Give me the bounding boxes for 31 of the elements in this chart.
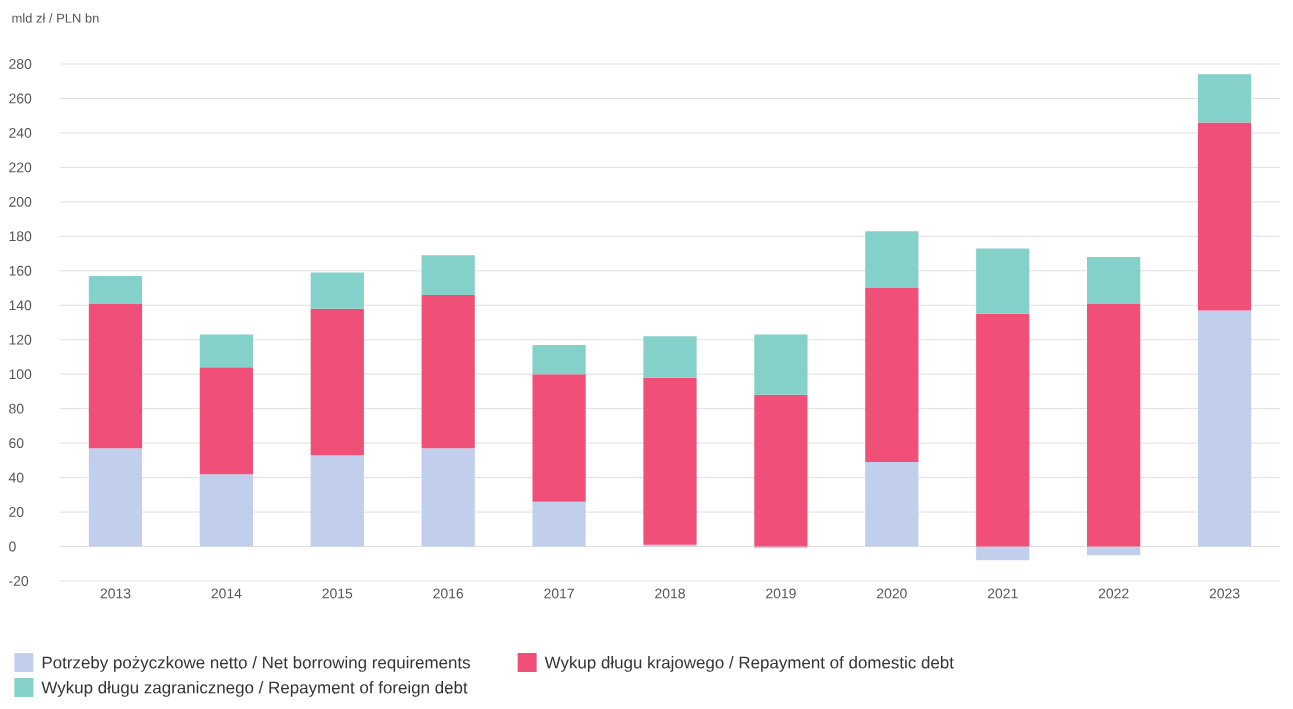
y-tick-label: 40 <box>8 472 24 483</box>
x-tick-label: 2020 <box>877 588 907 599</box>
y-tick-label: 0 <box>9 541 16 552</box>
x-tick-label: 2022 <box>1098 588 1129 599</box>
y-tick-label: -20 <box>9 576 29 586</box>
y-tick-label: 120 <box>9 334 32 345</box>
x-tick-label: 2018 <box>655 588 685 599</box>
y-axis-title: mld zł / PLN bn <box>12 13 99 23</box>
x-tick-label: 2019 <box>766 588 796 599</box>
y-tick-label: 220 <box>9 162 32 173</box>
y-tick-label: 180 <box>9 231 32 242</box>
x-tick-label: 2013 <box>100 588 131 599</box>
x-tick-label: 2021 <box>987 588 1018 599</box>
legend-label: Wykup długu krajowego / Repayment of domestic debt <box>544 656 954 672</box>
y-tick-label: 240 <box>9 127 32 138</box>
y-tick-label: 160 <box>9 265 32 276</box>
y-tick-label: 140 <box>9 300 32 311</box>
x-tick-label: 2017 <box>544 588 574 599</box>
legend-label: Wykup długu zagranicznego / Repayment of foreign debt <box>41 681 468 697</box>
y-tick-label: 60 <box>9 438 24 449</box>
y-tick-label: 260 <box>9 93 32 104</box>
y-tick-label: 80 <box>9 403 24 414</box>
legend-label: Potrzeby pożyczkowe netto / Net borrowing requirements <box>42 656 470 672</box>
x-tick-label: 2014 <box>211 588 242 599</box>
x-tick-label: 2023 <box>1209 588 1240 599</box>
y-tick-label: 100 <box>9 369 32 380</box>
x-tick-label: 2016 <box>433 588 464 599</box>
y-tick-label: 200 <box>9 196 32 207</box>
x-tick-label: 2015 <box>322 588 353 599</box>
y-tick-label: 20 <box>9 507 24 517</box>
y-tick-label: 280 <box>9 59 32 69</box>
